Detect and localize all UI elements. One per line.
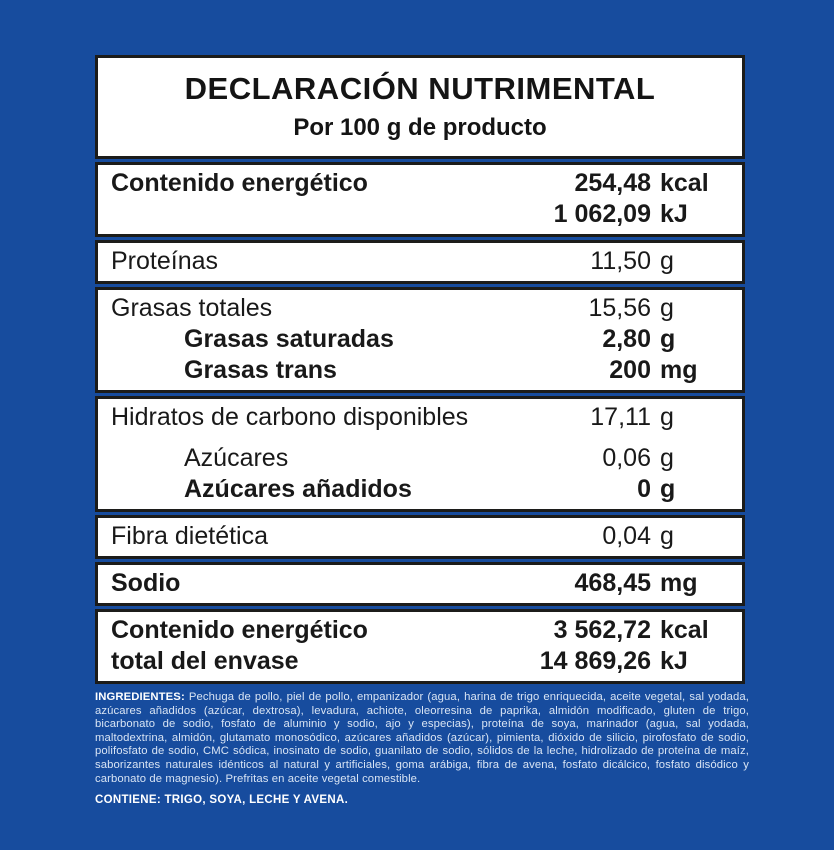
nutrient-name: Fibra dietética	[111, 522, 269, 550]
nutrient-value: 254,48	[574, 169, 651, 197]
nutrient-row: Sodio 468,45 mg	[98, 568, 742, 599]
nutrient-name: Grasas trans	[184, 356, 337, 384]
nutrient-value: 17,11	[590, 403, 651, 431]
nutrient-value: 0	[637, 475, 651, 503]
ingredients-label: INGREDIENTES:	[95, 691, 189, 703]
nutrient-value-group: 15,56 g	[521, 293, 716, 324]
nutrient-value: 11,50	[590, 247, 651, 275]
nutrient-unit: g	[660, 294, 674, 322]
nutrient-value: 3 562,72	[553, 616, 651, 644]
nutrient-unit: g	[660, 247, 674, 275]
nutrient-value-group: 3 562,72 kcal	[521, 615, 716, 646]
nutrient-value-group: 14 869,26 kJ	[521, 646, 716, 677]
nutrient-row: Grasas totales 15,56 g	[98, 293, 742, 324]
nutrient-unit: g	[660, 444, 674, 472]
nutrient-value-group: 0,06 g	[521, 443, 716, 474]
nutrient-value: 468,45	[574, 569, 651, 597]
nutrient-row: Contenido energético 254,48 kcal	[98, 168, 742, 199]
nutrient-name: Azúcares añadidos	[184, 475, 412, 503]
nutrient-unit: mg	[660, 569, 698, 597]
nutrient-unit: kcal	[660, 616, 709, 644]
nutrient-value-group: 1 062,09 kJ	[521, 199, 716, 230]
nutrient-section: Contenido energético 3 562,72 kcal total de…	[95, 609, 745, 684]
nutrient-row: Azúcares 0,06 g	[98, 443, 742, 474]
label-header: DECLARACIÓN NUTRIMENTAL Por 100 g de pro…	[95, 55, 745, 159]
label-title: DECLARACIÓN NUTRIMENTAL	[184, 71, 656, 106]
nutrient-section: Contenido energético 254,48 kcal 1 062,09 kJ	[95, 162, 745, 237]
nutrient-name: Contenido energético	[111, 616, 368, 644]
nutrient-unit: kJ	[660, 200, 688, 228]
nutrient-name: Contenido energético	[111, 169, 368, 197]
nutrient-value-group: 254,48 kcal	[521, 168, 716, 199]
nutrient-section: Hidratos de carbono disponibles 17,11 g Azú…	[95, 396, 745, 512]
ingredients-paragraph: INGREDIENTES: Pechuga de pollo, piel de …	[95, 691, 749, 786]
nutrition-label-panel: DECLARACIÓN NUTRIMENTAL Por 100 g de pro…	[95, 55, 745, 684]
nutrient-value-group: 11,50 g	[521, 246, 716, 277]
nutrient-row: Grasas trans 200 mg	[98, 355, 742, 386]
nutrient-name: Grasas totales	[111, 294, 273, 322]
nutrient-unit: kcal	[660, 169, 709, 197]
nutrient-section: Grasas totales 15,56 g Grasas saturadas 2,80…	[95, 287, 745, 393]
nutrient-name: Sodio	[111, 569, 181, 597]
nutrient-name: Hidratos de carbono disponibles	[111, 403, 469, 431]
nutrient-section: Fibra dietética 0,04 g	[95, 515, 745, 559]
nutrient-value: 200	[609, 356, 651, 384]
nutrient-value: 14 869,26	[539, 647, 651, 675]
nutrient-value-group: 2,80 g	[521, 324, 716, 355]
nutrient-value: 2,80	[602, 325, 651, 353]
nutrient-unit: kJ	[660, 647, 688, 675]
nutrient-value: 0,04	[602, 522, 651, 550]
nutrient-name: total del envase	[111, 647, 299, 675]
nutrient-row: Proteínas 11,50 g	[98, 246, 742, 277]
nutrient-value-group: 468,45 mg	[521, 568, 716, 599]
nutrient-value-group: 0,04 g	[521, 521, 716, 552]
nutrient-unit: mg	[660, 356, 698, 384]
nutrient-name: Azúcares	[184, 444, 289, 472]
nutrient-unit: g	[660, 403, 674, 431]
nutrient-section: Proteínas 11,50 g	[95, 240, 745, 284]
nutrient-value: 0,06	[602, 444, 651, 472]
nutrient-name: Grasas saturadas	[184, 325, 394, 353]
nutrient-row: Grasas saturadas 2,80 g	[98, 324, 742, 355]
ingredients-text: Pechuga de pollo, piel de pollo, empaniz…	[95, 691, 749, 785]
nutrient-value-group: 17,11 g	[521, 402, 716, 433]
nutrient-value: 1 062,09	[553, 200, 651, 228]
nutrient-name: Proteínas	[111, 247, 219, 275]
nutrient-unit: g	[660, 522, 674, 550]
nutrient-unit: g	[660, 325, 676, 353]
nutrient-sections: Contenido energético 254,48 kcal 1 062,09 kJ…	[95, 162, 745, 684]
nutrient-value-group: 200 mg	[521, 355, 716, 386]
nutrient-row: Azúcares añadidos 0 g	[98, 474, 742, 505]
nutrient-row: Contenido energético 3 562,72 kcal	[98, 615, 742, 646]
nutrient-row: Hidratos de carbono disponibles 17,11 g	[98, 402, 742, 433]
nutrient-row: Fibra dietética 0,04 g	[98, 521, 742, 552]
nutrient-row: 1 062,09 kJ	[98, 199, 742, 230]
nutrient-row: total del envase 14 869,26 kJ	[98, 646, 742, 677]
nutrient-value: 15,56	[588, 294, 651, 322]
label-subtitle: Por 100 g de producto	[293, 114, 547, 141]
allergen-statement: CONTIENE: TRIGO, SOYA, LECHE Y AVENA.	[95, 794, 349, 806]
nutrient-section: Sodio 468,45 mg	[95, 562, 745, 606]
nutrient-unit: g	[660, 475, 676, 503]
